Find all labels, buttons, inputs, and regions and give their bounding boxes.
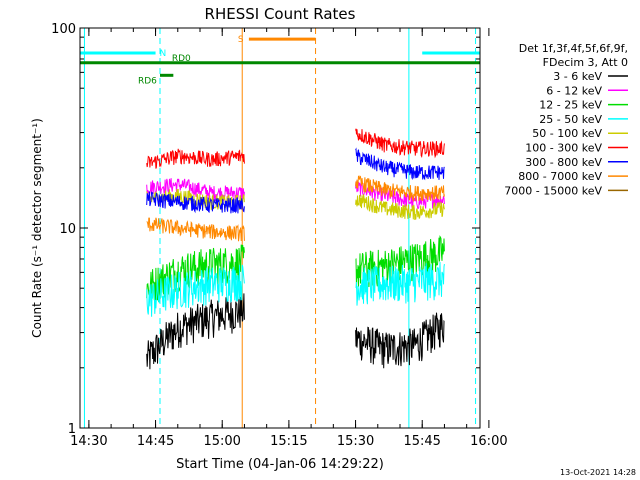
series-line-6: [146, 147, 445, 214]
y-tick-label-1: 10: [59, 222, 76, 237]
legend-entry-label-4: 50 - 100 keV: [532, 127, 602, 140]
legend-entry-label-8: 7000 - 15000 keV: [504, 184, 602, 197]
legend-entry-label-6: 300 - 800 keV: [525, 156, 602, 169]
annotation-label-S: S: [238, 35, 244, 45]
x-tick-label-0: 14:30: [70, 434, 107, 449]
legend-entry-label-0: 3 - 6 keV: [553, 70, 602, 83]
legend-entry-label-2: 12 - 25 keV: [539, 99, 602, 112]
plot-frame: [79, 27, 481, 429]
footer-timestamp: 13-Oct-2021 14:28: [560, 468, 636, 477]
legend-entry-label-7: 800 - 7000 keV: [518, 170, 602, 183]
series-line-5: [146, 128, 445, 169]
annotation-label-N: N: [160, 49, 167, 59]
legend-header-1: FDecim 3, Att 0: [543, 56, 628, 69]
annotation-label-RD6: RD6: [138, 76, 157, 86]
y-tick-label-2: 100: [51, 22, 76, 37]
legend: Det 1f,3f,4f,5f,6f,9f,FDecim 3, Att 03 -…: [504, 42, 628, 197]
y-axis-label: Count Rate (s⁻¹ detector segment⁻¹): [30, 118, 44, 338]
x-tick-label-2: 15:00: [203, 434, 240, 449]
axes: 14:30 14:45 15:00 15:15 15:30 15:45 16:00 1 10 10…: [51, 22, 507, 449]
x-tick-label-4: 15:30: [337, 434, 374, 449]
legend-header-0: Det 1f,3f,4f,5f,6f,9f,: [519, 42, 628, 55]
x-tick-label-1: 14:45: [137, 434, 174, 449]
annotation-label-RD0: RD0: [172, 54, 191, 64]
legend-entry-label-1: 6 - 12 keV: [546, 84, 602, 97]
x-tick-label-5: 15:45: [403, 434, 440, 449]
y-tick-label-0: 1: [68, 422, 76, 437]
plot-area: N S RD0 RD6: [80, 28, 480, 428]
chart-title: RHESSI Count Rates: [205, 5, 356, 23]
series-line-3: [146, 261, 445, 317]
series-line-0: [146, 293, 445, 370]
x-tick-label-6: 16:00: [470, 434, 507, 449]
x-axis-label: Start Time (04-Jan-06 14:29:22): [176, 457, 384, 472]
series-line-7: [146, 175, 445, 242]
legend-entry-label-5: 100 - 300 keV: [525, 142, 602, 155]
legend-entry-label-3: 25 - 50 keV: [539, 113, 602, 126]
x-tick-label-3: 15:15: [270, 434, 307, 449]
